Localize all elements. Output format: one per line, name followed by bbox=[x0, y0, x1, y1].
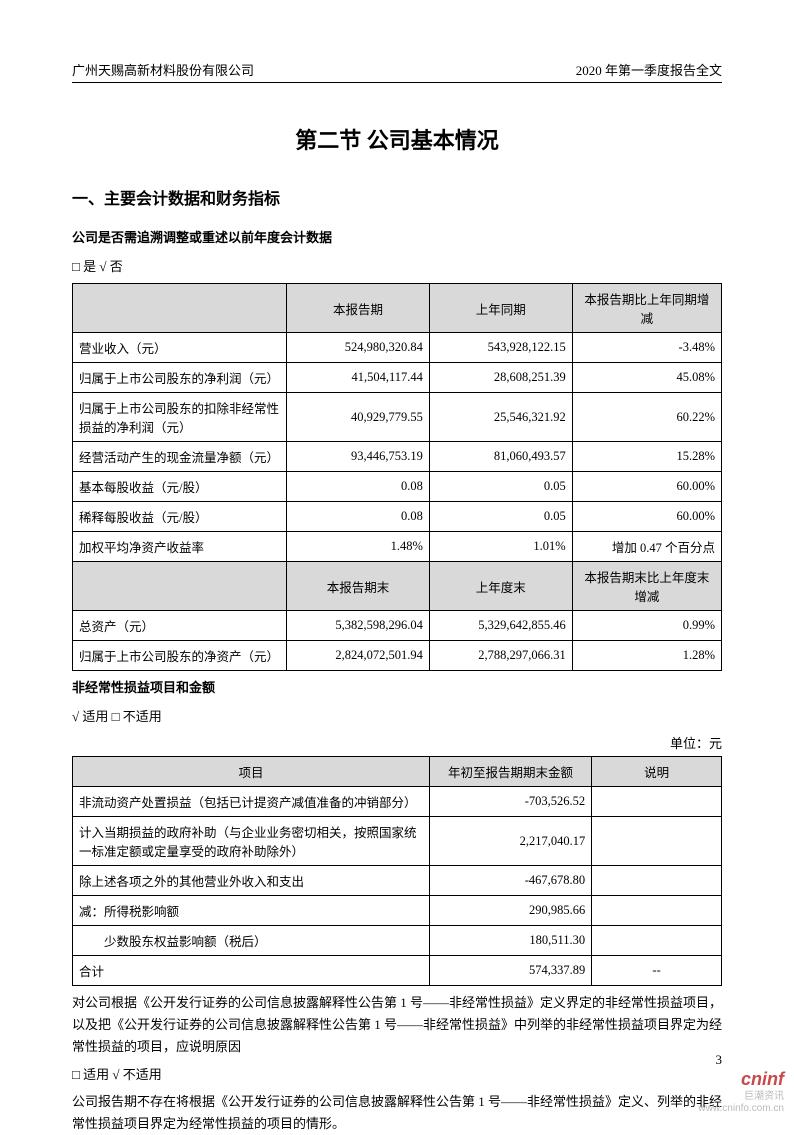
table-mid-header: 本报告期末 上年度末 本报告期末比上年度末增减 bbox=[73, 562, 722, 611]
table-row: 营业收入（元）524,980,320.84543,928,122.15-3.48… bbox=[73, 333, 722, 363]
header-right: 2020 年第一季度报告全文 bbox=[576, 60, 722, 79]
table-row: 加权平均净资产收益率1.48%1.01%增加 0.47 个百分点 bbox=[73, 532, 722, 562]
table-row: 稀释每股收益（元/股）0.080.0560.00% bbox=[73, 502, 722, 532]
table-row: 基本每股收益（元/股）0.080.0560.00% bbox=[73, 472, 722, 502]
final-para: 公司报告期不存在将根据《公开发行证券的公司信息披露解释性公告第 1 号——非经常… bbox=[72, 1091, 722, 1135]
table-row: 计入当期损益的政府补助（与企业业务密切相关，按照国家统一标准定额或定量享受的政府… bbox=[73, 817, 722, 866]
checkbox-choice: □ 是 √ 否 bbox=[72, 256, 722, 275]
question-text: 公司是否需追溯调整或重述以前年度会计数据 bbox=[72, 227, 722, 246]
t1-h0 bbox=[73, 284, 287, 333]
table-row: 经营活动产生的现金流量净额（元）93,446,753.1981,060,493.… bbox=[73, 442, 722, 472]
table-row: 归属于上市公司股东的净利润（元）41,504,117.4428,608,251.… bbox=[73, 363, 722, 393]
watermark-cn: 巨潮资讯 bbox=[698, 1091, 784, 1103]
sub-heading: 非经常性损益项目和金额 bbox=[72, 677, 722, 696]
page-header: 广州天赐高新材料股份有限公司 2020 年第一季度报告全文 bbox=[72, 60, 722, 83]
section-title: 第二节 公司基本情况 bbox=[72, 123, 722, 155]
watermark: cninf 巨潮资讯 www.cninfo.com.cn bbox=[698, 1069, 784, 1115]
table-row: 总资产（元）5,382,598,296.045,329,642,855.460.… bbox=[73, 611, 722, 641]
t2-h0: 项目 bbox=[73, 757, 430, 787]
t1-h2: 上年同期 bbox=[429, 284, 572, 333]
watermark-logo: cninf bbox=[698, 1069, 784, 1091]
explanation-para: 对公司根据《公开发行证券的公司信息披露解释性公告第 1 号——非经常性损益》定义… bbox=[72, 992, 722, 1058]
table-row: 非流动资产处置损益（包括已计提资产减值准备的冲销部分）-703,526.52 bbox=[73, 787, 722, 817]
table-row: 合计574,337.89-- bbox=[73, 956, 722, 986]
t1-h3: 本报告期比上年同期增减 bbox=[572, 284, 721, 333]
table-row: 减：所得税影响额290,985.66 bbox=[73, 896, 722, 926]
unit-label: 单位：元 bbox=[72, 733, 722, 752]
table-row: 归属于上市公司股东的净资产（元）2,824,072,501.942,788,29… bbox=[73, 641, 722, 671]
financial-summary-table: 本报告期 上年同期 本报告期比上年同期增减 营业收入（元）524,980,320… bbox=[72, 283, 722, 671]
non-recurring-table: 项目 年初至报告期期末金额 说明 非流动资产处置损益（包括已计提资产减值准备的冲… bbox=[72, 756, 722, 986]
t2-h2: 说明 bbox=[592, 757, 722, 787]
subsection-heading: 一、主要会计数据和财务指标 bbox=[72, 185, 722, 209]
table-row: 归属于上市公司股东的扣除非经常性损益的净利润（元）40,929,779.5525… bbox=[73, 393, 722, 442]
applicable-choice: √ 适用 □ 不适用 bbox=[72, 706, 722, 725]
header-left: 广州天赐高新材料股份有限公司 bbox=[72, 60, 254, 79]
watermark-url: www.cninfo.com.cn bbox=[698, 1103, 784, 1115]
page-number: 3 bbox=[716, 1052, 723, 1068]
table-row: 少数股东权益影响额（税后）180,511.30 bbox=[73, 926, 722, 956]
t2-h1: 年初至报告期期末金额 bbox=[429, 757, 591, 787]
t1-h1: 本报告期 bbox=[287, 284, 430, 333]
applicable-choice-2: □ 适用 √ 不适用 bbox=[72, 1064, 722, 1083]
table-row: 除上述各项之外的其他营业外收入和支出-467,678.80 bbox=[73, 866, 722, 896]
